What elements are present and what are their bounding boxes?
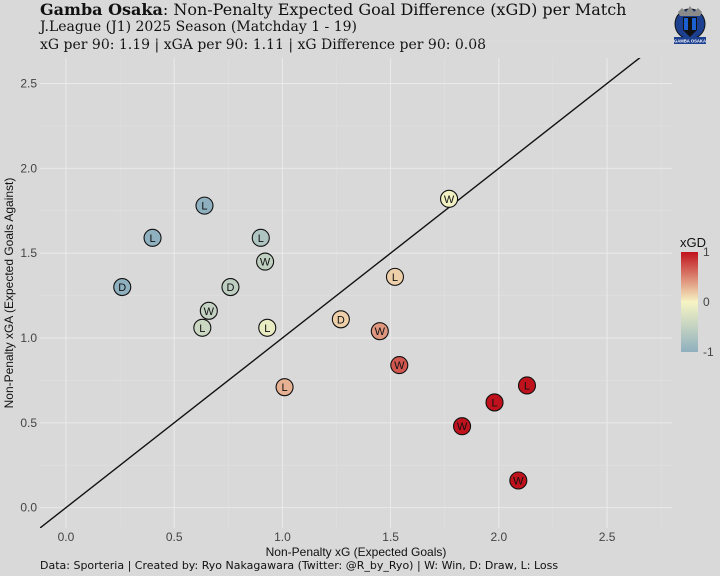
x-axis: 0.0 0.5 1.0 1.5 2.0 2.5 xyxy=(58,530,616,544)
data-point: L xyxy=(143,228,162,247)
point-marker xyxy=(385,267,405,286)
point-result-label: L xyxy=(149,233,155,245)
data-point: W xyxy=(256,252,275,271)
point-result-label: D xyxy=(118,282,126,294)
point-result-label: L xyxy=(524,380,530,392)
point-marker xyxy=(509,471,528,490)
data-point: W xyxy=(440,189,459,208)
x-tick-label: 0.0 xyxy=(58,530,75,544)
point-marker xyxy=(453,417,472,436)
legend: xGD 1 0 -1 xyxy=(680,235,714,359)
point-marker xyxy=(517,376,537,395)
y-tick-label: 2.0 xyxy=(20,161,37,175)
point-marker xyxy=(258,318,277,337)
point-result-label: W xyxy=(513,475,524,487)
data-point: D xyxy=(331,310,350,329)
point-marker xyxy=(485,393,504,412)
x-tick-label: 1.5 xyxy=(382,530,399,544)
data-point: L xyxy=(385,267,405,286)
point-marker xyxy=(143,228,162,247)
data-point: W xyxy=(199,301,218,320)
point-result-label: L xyxy=(282,382,288,394)
y-tick-label: 0.5 xyxy=(20,416,37,430)
point-result-label: W xyxy=(457,421,468,433)
x-tick-label: 0.5 xyxy=(166,530,183,544)
point-marker xyxy=(113,278,132,297)
point-marker xyxy=(370,322,389,341)
x-tick-label: 2.0 xyxy=(491,530,508,544)
caption: Data: Sporteria | Created by: Ryo Nakaga… xyxy=(40,559,559,572)
data-point: W xyxy=(453,417,472,436)
legend-tick-label: -1 xyxy=(703,345,714,359)
x-axis-label: Non-Penalty xG (Expected Goals) xyxy=(266,545,447,559)
point-result-label: D xyxy=(337,314,345,326)
data-point: W xyxy=(370,322,389,341)
reference-line xyxy=(40,58,641,528)
legend-tick-label: 1 xyxy=(703,245,710,259)
data-point: L xyxy=(193,318,212,337)
point-marker xyxy=(199,301,218,320)
y-tick-label: 0.0 xyxy=(20,501,37,515)
point-result-label: L xyxy=(258,233,264,245)
point-result-label: W xyxy=(444,194,455,206)
team-name: Gamba Osaka xyxy=(40,0,163,19)
data-point: D xyxy=(113,278,132,297)
point-result-label: W xyxy=(260,257,271,269)
data-point: L xyxy=(195,196,214,215)
y-tick-label: 1.5 xyxy=(20,246,37,260)
legend-colorbar xyxy=(681,252,698,352)
point-result-label: L xyxy=(201,201,207,213)
data-point: D xyxy=(221,278,240,297)
chart-subtitle-season: J.League (J1) 2025 Season (Matchday 1 - … xyxy=(40,19,358,35)
point-marker xyxy=(193,318,212,337)
point-marker xyxy=(390,356,409,375)
data-point: L xyxy=(485,393,504,412)
point-marker xyxy=(331,310,350,329)
x-tick-label: 2.5 xyxy=(599,530,616,544)
point-marker xyxy=(440,189,459,208)
y-axis: 0.0 0.5 1.0 1.5 2.0 2.5 xyxy=(20,76,37,514)
point-result-label: W xyxy=(204,306,215,318)
y-tick-label: 2.5 xyxy=(20,76,37,90)
point-marker xyxy=(256,252,275,271)
chart-title: Gamba Osaka: Non-Penalty Expected Goal D… xyxy=(40,0,626,19)
data-point: W xyxy=(390,356,409,375)
data-point: W xyxy=(509,471,528,490)
data-point: L xyxy=(275,378,294,397)
data-point: L xyxy=(517,376,537,395)
point-result-label: L xyxy=(264,323,270,335)
point-marker xyxy=(221,278,240,297)
data-point: L xyxy=(258,318,277,337)
point-marker xyxy=(195,196,214,215)
x-tick-label: 1.0 xyxy=(274,530,291,544)
legend-title: xGD xyxy=(680,235,706,250)
data-point: L xyxy=(251,228,270,247)
point-result-label: L xyxy=(199,323,205,335)
y-axis-label: Non-Penalty xGA (Expected Goals Against) xyxy=(2,178,16,409)
grid xyxy=(40,40,672,528)
point-result-label: L xyxy=(491,397,497,409)
title-text: : Non-Penalty Expected Goal Difference (… xyxy=(162,0,627,19)
point-marker xyxy=(251,228,270,247)
logo-text: GAMBA OSAKA xyxy=(674,39,706,44)
point-result-label: D xyxy=(226,282,234,294)
point-result-label: W xyxy=(375,326,386,338)
point-result-label: L xyxy=(392,272,398,284)
point-marker xyxy=(275,378,294,397)
team-logo: GAMBA OSAKA xyxy=(674,6,706,44)
y-tick-label: 1.0 xyxy=(20,331,37,345)
point-result-label: W xyxy=(394,360,405,372)
legend-tick-label: 0 xyxy=(703,295,710,309)
